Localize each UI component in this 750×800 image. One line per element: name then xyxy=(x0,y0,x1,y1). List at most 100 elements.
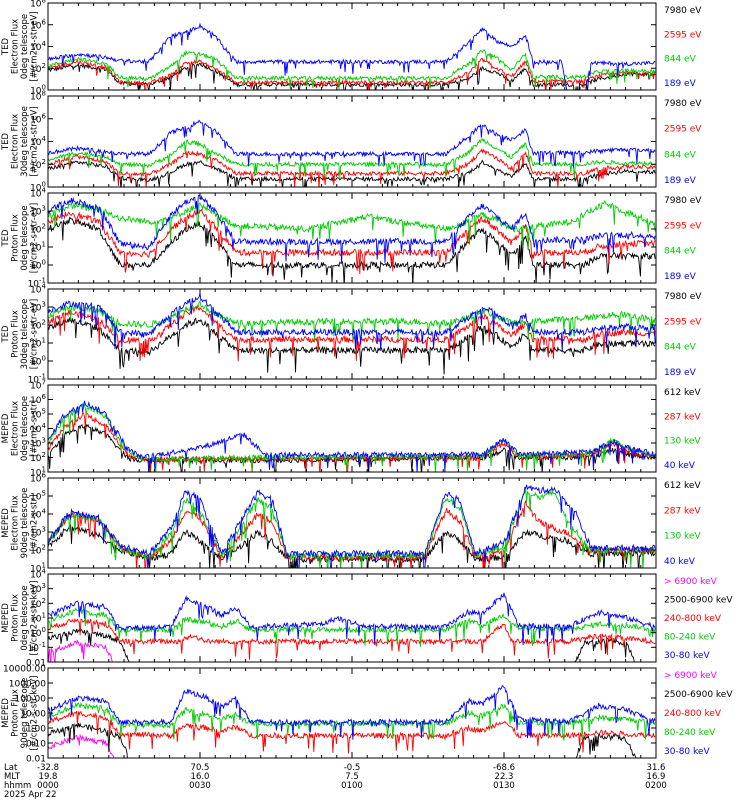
legend-entry: 7980 eV xyxy=(664,99,702,109)
legend-entry: 612 keV xyxy=(664,388,701,398)
y-axis-label: [#/cm2-s-str-eV] xyxy=(30,203,40,273)
y-tick-label: 106 xyxy=(30,472,46,485)
y-tick-label: 102 xyxy=(30,62,46,75)
series-3-trace xyxy=(48,137,656,179)
y-tick-label: 101 xyxy=(30,241,46,254)
y-tick-label: 104 xyxy=(30,135,46,148)
legend-entry: 2500-6900 keV xyxy=(664,596,733,606)
y-axis-label: 90deg telescope xyxy=(20,488,30,559)
y-tick-label: 104 xyxy=(30,568,46,581)
y-tick-label: 101 xyxy=(30,337,46,350)
series-3-trace xyxy=(48,300,656,343)
series-2-trace xyxy=(48,57,656,90)
y-tick-label: 106 xyxy=(30,18,46,31)
panel-3: 10-1 100 101 102 103 104 TED Proton Flux 0deg te… xyxy=(1,187,702,290)
y-tick-label: 1000.00 xyxy=(9,680,46,690)
series-2-trace xyxy=(48,628,635,662)
legend-entry: 40 keV xyxy=(664,461,696,471)
legend-entry: 130 keV xyxy=(664,532,701,542)
x-tick-label: 16.0 xyxy=(191,772,210,782)
y-tick-label: 103 xyxy=(30,526,46,539)
y-tick-label: 102 xyxy=(30,451,46,464)
legend-entry: 2595 eV xyxy=(664,317,702,327)
y-tick-label: 104 xyxy=(30,508,46,521)
legend-entry: 130 keV xyxy=(664,437,701,447)
y-axis-label: [#/cm2-s-str-eV] xyxy=(30,106,40,176)
y-tick-label: 102 xyxy=(30,158,46,171)
y-axis-label: Proton Flux xyxy=(11,310,21,358)
y-axis-label: Proton Flux xyxy=(11,214,21,262)
legend-entry: 287 keV xyxy=(664,506,701,516)
legend-entry: 80-240 keV xyxy=(664,633,716,643)
y-axis-label: MEPED xyxy=(1,698,11,728)
legend-entry: 40 keV xyxy=(664,557,696,567)
series-4-trace xyxy=(48,484,656,568)
x-tick-label: 22.3 xyxy=(495,772,514,782)
panel-2: 100 102 104 106 108 TED Electron Flux 30deg tel… xyxy=(1,90,702,194)
panel-1: 100 102 104 106 108 TED Electron Flux 0deg tele… xyxy=(1,0,702,97)
panel-frame xyxy=(47,192,657,284)
legend-entry: 189 eV xyxy=(664,368,697,378)
y-tick-label: 105 xyxy=(30,408,46,421)
y-tick-label: 100 xyxy=(30,355,46,368)
y-axis-label: 0deg telescope xyxy=(20,585,30,650)
y-tick-label: 105 xyxy=(30,490,46,503)
y-axis-label: [#/cm2-s-str] xyxy=(30,495,40,552)
y-tick-label: 106 xyxy=(30,393,46,406)
y-tick-label: 103 xyxy=(30,205,46,218)
y-tick-label: 103 xyxy=(30,582,46,595)
legend-entry: 2595 eV xyxy=(664,221,702,231)
legend-entry: 844 eV xyxy=(664,343,697,353)
y-axis-label: [#/cm2-s-str-eV] xyxy=(30,299,40,369)
y-tick-label: 108 xyxy=(30,90,46,103)
legend-entry: > 6900 keV xyxy=(664,577,718,587)
legend-entry: 189 eV xyxy=(664,272,697,282)
legend-entry: 7980 eV xyxy=(664,292,702,302)
y-axis-label: TED xyxy=(1,229,11,248)
y-axis-label: [#/cm2-s-str-eV] xyxy=(30,11,40,81)
x-row-label: Lat xyxy=(4,763,18,773)
y-tick-label: 100 xyxy=(30,181,46,194)
series-3-trace xyxy=(48,199,656,251)
y-tick-label: 102 xyxy=(30,544,46,557)
y-tick-label: 104 xyxy=(30,187,46,200)
series-4-trace xyxy=(48,22,656,90)
y-axis-label: 90deg telescope xyxy=(20,678,30,749)
x-tick-label: 7.5 xyxy=(345,772,359,782)
y-tick-label: 10-1 xyxy=(28,373,46,386)
y-tick-label: 100.00 xyxy=(15,695,47,705)
series-4-trace xyxy=(48,399,656,472)
y-tick-label: 102 xyxy=(30,223,46,236)
y-axis-label: [#/cm2-s-str-keV] xyxy=(30,581,40,656)
y-tick-label: 0.01 xyxy=(26,659,46,669)
x-tick-label: -68.6 xyxy=(493,763,515,773)
legend-entry: 30-80 keV xyxy=(664,651,710,661)
y-axis-label: TED xyxy=(1,37,11,56)
panel-4: 10-1 100 101 102 103 104 TED Proton Flux 30deg t… xyxy=(1,283,702,386)
series-3-trace xyxy=(48,710,656,754)
series-1-trace xyxy=(48,523,656,568)
y-tick-label: 10-1 xyxy=(28,277,46,290)
x-tick-label: 0100 xyxy=(341,781,363,791)
y-tick-label: 100 xyxy=(30,84,46,97)
legend-entry: 844 eV xyxy=(664,247,697,257)
series-1-trace xyxy=(48,159,656,187)
y-tick-label: 104 xyxy=(30,422,46,435)
y-tick-label: 102 xyxy=(30,597,46,610)
y-axis-label: TED xyxy=(1,132,11,151)
series-4-trace xyxy=(48,194,656,263)
legend-entry: 7980 eV xyxy=(664,6,702,16)
y-axis-label: MEPED xyxy=(1,413,11,443)
y-axis-label: [#/cm2-s-str] xyxy=(30,400,40,457)
y-axis-label: [#/cm2-s-str-keV] xyxy=(30,676,40,751)
y-tick-label: 100 xyxy=(30,259,46,272)
legend-entry: 2595 eV xyxy=(664,125,702,135)
series-5-trace xyxy=(48,592,656,647)
x-tick-label: 0200 xyxy=(645,781,667,791)
y-axis-label: 30deg telescope xyxy=(20,299,30,370)
series-4-trace xyxy=(48,293,656,352)
legend-entry: 240-800 keV xyxy=(664,614,722,624)
series-2-trace xyxy=(48,304,656,362)
